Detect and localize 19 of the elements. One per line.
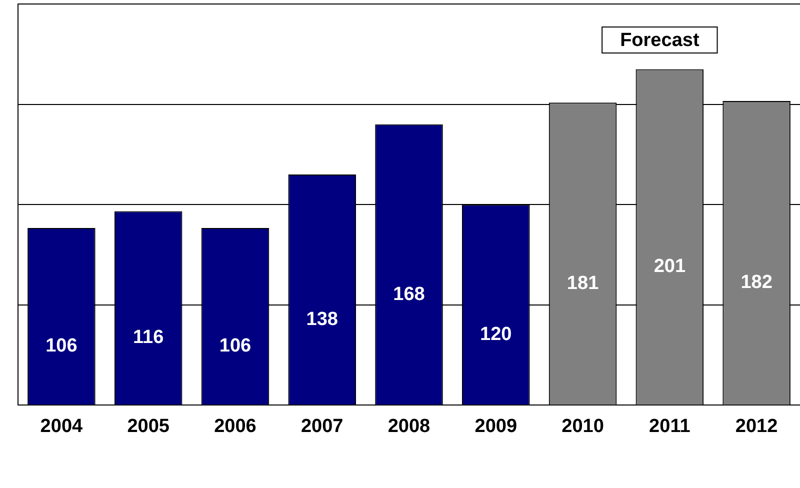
data-label: 201 [654,256,686,278]
x-tick-label: 2009 [474,416,518,437]
x-tick-label: 2008 [388,416,430,437]
x-tick-label: 2005 [127,416,170,437]
data-label: 106 [219,336,252,357]
x-tick-label: 2007 [300,416,344,437]
data-label: 138 [306,308,338,330]
annotation: Forecast [620,30,700,52]
x-tick-label: 2006 [214,416,256,437]
data-label: 120 [480,324,512,345]
data-label: 116 [133,327,164,348]
x-tick-label: 2011 [649,416,691,437]
data-label: 106 [46,336,78,357]
x-tick-label: 2010 [562,416,604,437]
data-label: 181 [566,272,600,294]
data-label: 182 [740,272,772,294]
data-label: 168 [393,284,425,305]
x-tick-label: 2004 [40,416,84,437]
x-tick-label: 2012 [735,416,778,437]
